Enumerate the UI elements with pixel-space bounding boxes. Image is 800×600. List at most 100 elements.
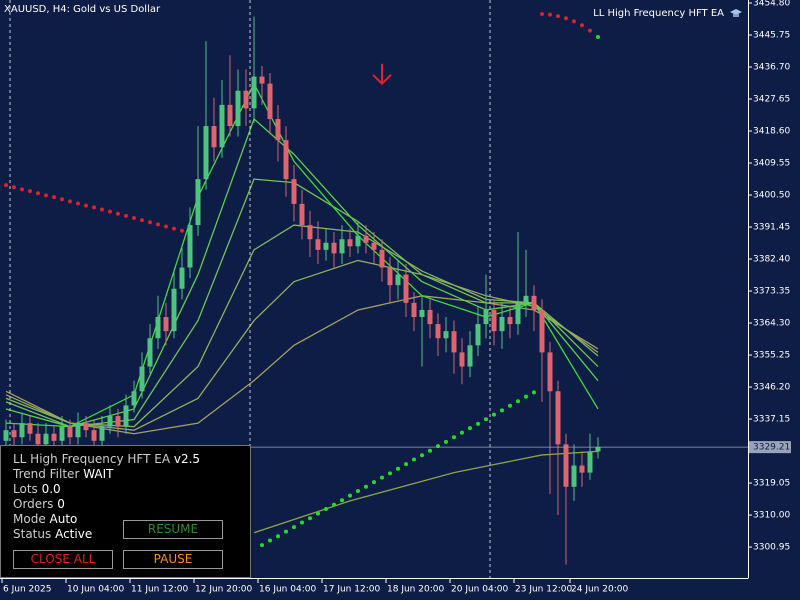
indicator-dot (300, 520, 304, 525)
indicator-dot (596, 34, 600, 39)
indicator-dot (36, 191, 40, 196)
candle-body (563, 444, 569, 487)
indicator-line (5, 224, 599, 428)
indicator-dot (380, 475, 384, 480)
candle-body (475, 324, 481, 346)
y-tick-label: 3445.75 (753, 31, 790, 41)
x-tick-label: 23 Jun 12:00 (515, 585, 572, 595)
indicator-dot (284, 529, 288, 534)
row-label: Trend Filter (13, 467, 80, 481)
candle-body (51, 433, 57, 441)
indicator-dot (172, 226, 176, 231)
candle-body (307, 225, 313, 240)
candle-body (243, 90, 249, 109)
y-tick-label: 3436.70 (753, 63, 790, 73)
candle-body (579, 465, 585, 473)
candle-body (67, 426, 73, 438)
indicator-dot (44, 193, 48, 198)
candle-body (571, 465, 577, 487)
row-label: Lots (13, 482, 38, 496)
indicator-dot (116, 211, 120, 216)
indicator-dot (516, 399, 520, 404)
candle-body (347, 239, 353, 247)
indicator-dot (340, 498, 344, 503)
candle-body (323, 242, 329, 250)
indicator-dot (124, 213, 128, 218)
indicator-dot (28, 189, 32, 194)
candle-body (131, 391, 137, 406)
candle-body (227, 104, 233, 127)
candle-body (355, 235, 361, 247)
y-tick-label: 3454.80 (753, 0, 790, 9)
indicator-dot (548, 12, 552, 17)
candle-body (283, 140, 289, 180)
candle-body (115, 416, 121, 427)
candle-body (435, 324, 441, 339)
y-tick-label: 3427.65 (753, 95, 790, 105)
hat-icon (730, 9, 742, 17)
candle-body (523, 295, 529, 303)
indicator-dot (4, 183, 8, 188)
y-tick-label: 3418.60 (753, 127, 790, 137)
close-all-button[interactable]: CLOSE ALL (13, 550, 113, 569)
panel-row: Lots 0.0 (13, 482, 61, 496)
candle-body (147, 338, 153, 367)
y-tick-label: 3364.30 (753, 319, 790, 329)
candle-body (43, 433, 49, 445)
row-value: 0.0 (41, 482, 61, 496)
plot (3, 11, 601, 565)
indicator-dot (572, 19, 576, 24)
candle-body (107, 416, 113, 427)
candle-body (595, 447, 601, 452)
indicator-dot (276, 534, 280, 539)
indicator-dot (180, 228, 184, 233)
candle-body (235, 90, 241, 127)
indicator-dot (84, 203, 88, 208)
x-tick-label: 18 Jun 20:00 (387, 585, 444, 595)
candle-body (363, 235, 369, 243)
indicator-dot (364, 484, 368, 489)
x-tick-label: 6 Jun 2025 (3, 585, 51, 595)
indicator-dot (468, 426, 472, 431)
candle-body (467, 345, 473, 367)
indicator-dot (164, 224, 168, 229)
candle-body (371, 242, 377, 250)
row-label: Orders (13, 497, 54, 511)
candle-body (387, 267, 393, 286)
candle-body (419, 309, 425, 318)
indicator-dot (108, 209, 112, 214)
ea-panel: LL High Frequency HFT EA v2.5 Trend Filt… (0, 445, 251, 578)
chart-title: XAUUSD, H4: Gold vs US Dollar (4, 4, 161, 15)
indicator-dot (556, 14, 560, 19)
y-tick-label: 3310.00 (753, 511, 790, 521)
row-value: WAIT (83, 467, 114, 481)
candle-body (187, 225, 193, 268)
panel-row: Status Active (13, 527, 92, 541)
indicator-dot (68, 199, 72, 204)
indicator-dot (308, 516, 312, 521)
x-tick-label: 24 Jun 20:00 (571, 585, 628, 595)
indicator-dot (372, 480, 376, 485)
indicator-dot (292, 525, 296, 530)
pause-button[interactable]: PAUSE (123, 550, 223, 569)
signal-arrow (372, 63, 392, 86)
x-tick-label: 12 Jun 20:00 (195, 585, 252, 595)
y-tick-label: 3391.45 (753, 223, 790, 233)
candle-body (11, 430, 17, 438)
indicator-dot (484, 417, 488, 422)
indicator-dot (132, 216, 136, 221)
last-price-label: 3329.21 (753, 443, 790, 453)
candle-body (547, 352, 553, 392)
indicator-dot (564, 16, 568, 21)
candle-body (275, 118, 281, 141)
panel-row: Mode Auto (13, 512, 77, 526)
candle-body (203, 126, 209, 180)
y-tick-label: 3382.40 (753, 255, 790, 265)
candle-body (451, 331, 457, 353)
panel-title-text: LL High Frequency HFT EA (13, 452, 171, 466)
indicator-dot (92, 205, 96, 210)
resume-button[interactable]: RESUME (123, 520, 223, 539)
candle-body (179, 267, 185, 289)
candle-body (339, 239, 345, 254)
